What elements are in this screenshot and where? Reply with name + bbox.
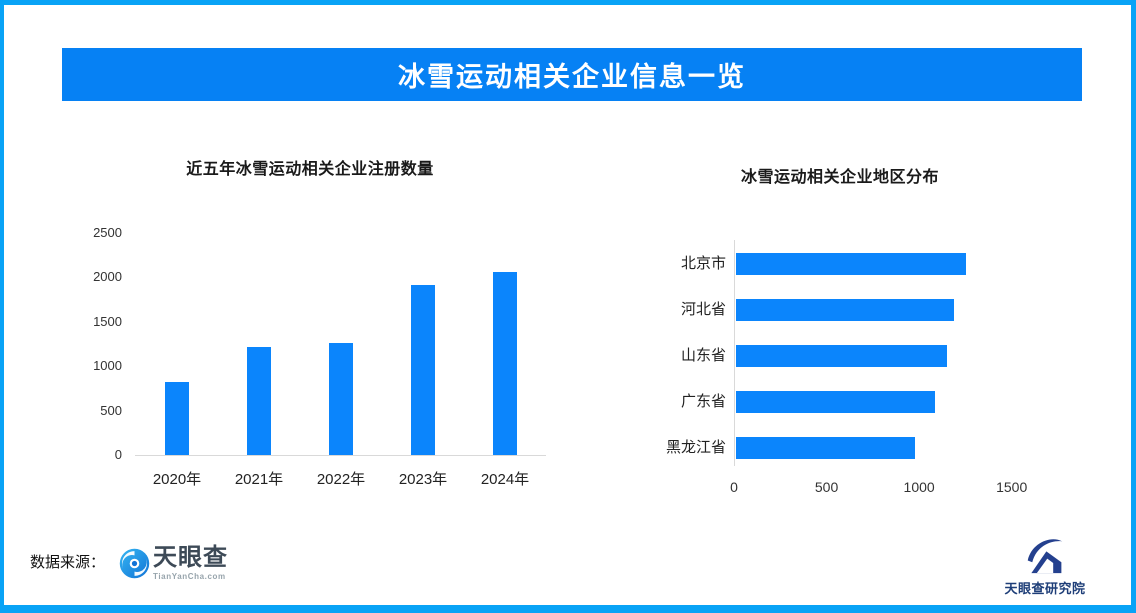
page-border-top — [0, 0, 1136, 5]
page-title: 冰雪运动相关企业信息一览 — [398, 62, 746, 92]
y-axis-tick-label: 2000 — [93, 269, 122, 285]
bar-广东省 — [736, 391, 936, 413]
data-source: 数据来源： 天眼查 TianYanCha.c — [30, 545, 228, 582]
tianyancha-logo: 天眼查 TianYanCha.com — [119, 545, 228, 581]
region-chart-title: 冰雪运动相关企业地区分布 — [740, 169, 939, 186]
research-institute-name: 天眼查研究院 — [1004, 581, 1086, 596]
bar-2022年 — [329, 343, 353, 455]
research-institute-logo: 天眼查研究院 — [985, 534, 1105, 597]
bar-2021年 — [247, 347, 271, 455]
y-axis-line — [734, 240, 735, 466]
y-axis-category-label: 河北省 — [680, 301, 726, 318]
page-border-right — [1131, 0, 1136, 613]
bar-山东省 — [736, 345, 948, 367]
y-axis-tick-label: 0 — [114, 447, 122, 462]
tianyancha-logo-text: 天眼查 TianYanCha.com — [153, 544, 229, 582]
y-axis-category-label: 北京市 — [680, 255, 726, 272]
x-axis-category-label: 2020年 — [152, 471, 202, 488]
tianyancha-logo-name: 天眼查 — [153, 544, 229, 571]
y-axis-tick-label: 2500 — [93, 225, 122, 240]
y-axis-tick-label: 1000 — [93, 358, 122, 374]
tianyancha-logo-domain: TianYanCha.com — [153, 572, 226, 581]
page-border-left — [0, 0, 4, 613]
y-axis-tick-label: 500 — [100, 402, 122, 418]
bar-2023年 — [411, 285, 435, 455]
x-axis-category-label: 2024年 — [480, 471, 530, 488]
x-axis-line — [135, 455, 546, 456]
bar-2024年 — [493, 272, 517, 455]
x-axis-tick-label: 500 — [814, 479, 839, 495]
x-axis-tick-label: 0 — [730, 479, 738, 495]
y-axis-category-label: 黑龙江省 — [665, 439, 726, 456]
bar-河北省 — [736, 299, 955, 321]
title-banner: 冰雪运动相关企业信息一览 — [62, 48, 1082, 101]
x-axis-category-label: 2023年 — [398, 471, 448, 488]
research-eye-icon — [1025, 534, 1065, 576]
x-axis-category-label: 2021年 — [234, 471, 284, 488]
y-axis-tick-label: 1500 — [93, 313, 122, 329]
y-axis-category-label: 广东省 — [680, 393, 726, 410]
x-axis-tick-label: 1500 — [996, 479, 1028, 495]
data-source-label: 数据来源： — [30, 554, 106, 571]
page-border-bottom — [0, 605, 1136, 613]
bar-2020年 — [165, 382, 189, 455]
registration-chart-title: 近五年冰雪运动相关企业注册数量 — [186, 161, 434, 178]
x-axis-tick-label: 1000 — [903, 479, 935, 495]
bar-北京市 — [736, 253, 966, 275]
bar-黑龙江省 — [736, 437, 915, 459]
y-axis-category-label: 山东省 — [680, 347, 726, 364]
x-axis-category-label: 2022年 — [316, 471, 366, 488]
tianyancha-swirl-icon — [119, 548, 150, 579]
